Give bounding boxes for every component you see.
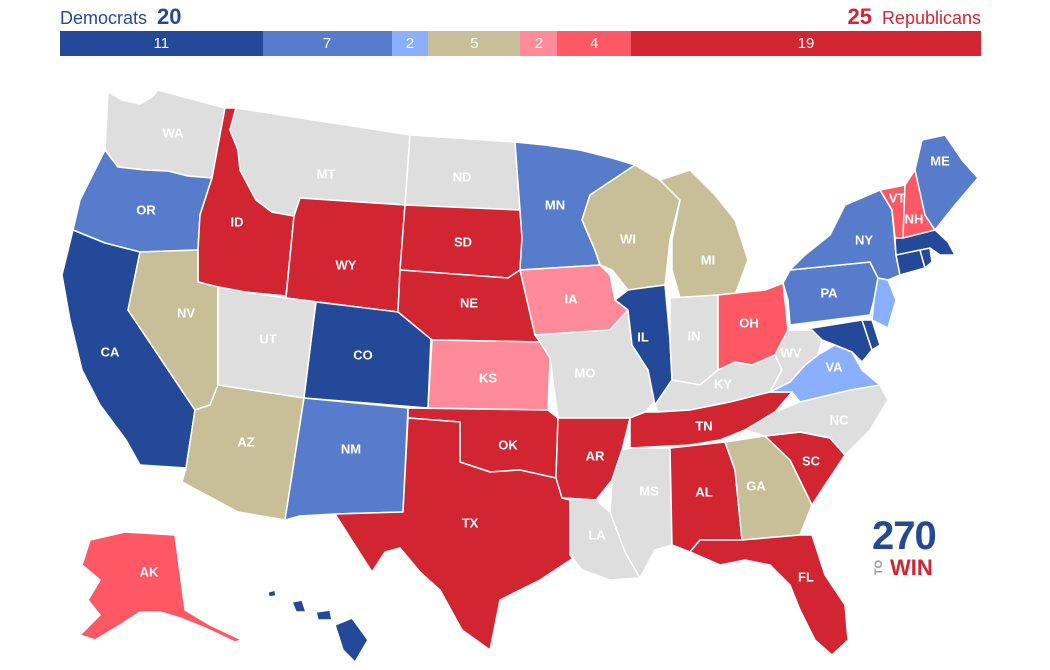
state-label-ak: AK [140, 564, 159, 579]
state-label-ut: UT [259, 331, 276, 346]
state-co[interactable] [303, 301, 433, 409]
state-label-ny: NY [855, 232, 873, 247]
state-wy[interactable] [285, 197, 406, 313]
bar-segment-tossup: 5 [428, 31, 521, 56]
state-label-nh: NH [905, 211, 924, 226]
state-label-pa: PA [820, 285, 838, 300]
democrats-total: Democrats 20 [60, 4, 182, 30]
state-label-oh: OH [739, 315, 759, 330]
header: Democrats 20 25 Republicans [60, 4, 981, 30]
state-fl[interactable] [689, 534, 849, 656]
state-la[interactable] [561, 497, 641, 581]
us-map[interactable]: WA OR CA ID NV MT WY UT AZ CO NM ND SD NE KS OK TX MN IA MO… [0, 60, 1050, 670]
state-label-il: IL [637, 329, 649, 344]
state-label-sc: SC [802, 453, 821, 468]
democrats-label: Democrats [60, 8, 148, 28]
state-label-wa: WA [163, 125, 185, 140]
logo-to: TO [873, 560, 885, 576]
hawaii-island-maui [315, 609, 333, 621]
state-mo[interactable] [534, 309, 659, 419]
state-vt[interactable] [879, 184, 906, 239]
hawaii-island-kauai [267, 589, 277, 598]
state-label-wy: WY [336, 257, 357, 272]
270towin-logo: 270 TO WIN [872, 516, 944, 584]
state-label-ms: MS [639, 483, 659, 498]
state-label-id: ID [231, 214, 244, 229]
state-label-in: IN [688, 328, 701, 343]
state-label-la: LA [588, 527, 606, 542]
democrats-count: 20 [157, 4, 182, 29]
state-wv[interactable] [769, 329, 823, 393]
state-label-nv: NV [177, 305, 195, 320]
republicans-total: 25 Republicans [847, 4, 981, 30]
state-tx[interactable] [334, 417, 579, 651]
bar-segment-lean-dem: 2 [391, 31, 429, 56]
state-label-vt: VT [889, 190, 906, 205]
state-de[interactable] [861, 319, 881, 351]
state-ak[interactable] [79, 531, 243, 643]
state-label-nc: NC [830, 412, 849, 427]
state-label-me: ME [930, 153, 950, 168]
state-label-ar: AR [586, 448, 605, 463]
state-me[interactable] [914, 134, 979, 231]
state-label-or: OR [136, 202, 156, 217]
state-label-va: VA [825, 359, 843, 374]
state-label-ky: KY [714, 376, 732, 391]
state-label-mo: MO [575, 365, 596, 380]
state-label-nm: NM [341, 441, 361, 456]
state-nj[interactable] [871, 277, 897, 329]
state-label-ne: NE [460, 295, 478, 310]
state-label-sd: SD [454, 234, 472, 249]
state-il[interactable] [614, 284, 673, 406]
bar-segment-solid-rep: 19 [630, 31, 981, 56]
state-nm[interactable] [284, 397, 409, 521]
state-label-nd: ND [453, 169, 472, 184]
state-label-ca: CA [101, 344, 120, 359]
bar-segment-lean-rep: 2 [520, 31, 558, 56]
state-label-mt: MT [317, 166, 336, 181]
state-label-tx: TX [462, 515, 479, 530]
logo-number: 270 [872, 514, 937, 558]
state-labels: WA OR CA ID NV MT WY UT AZ CO NM ND SD NE KS OK TX MN IA MO… [101, 125, 950, 654]
state-label-wv: WV [781, 345, 802, 360]
ratings-bar: 11 7 2 5 2 4 19 [60, 31, 981, 56]
state-label-mn: MN [545, 197, 565, 212]
bar-segment-likely-dem: 7 [262, 31, 392, 56]
state-label-al: AL [695, 484, 712, 499]
state-label-ia: IA [565, 291, 579, 306]
state-label-hi: HI [315, 639, 328, 654]
state-label-wi: WI [620, 231, 636, 246]
hawaii-island-oahu [291, 599, 307, 613]
bar-segment-likely-rep: 4 [557, 31, 631, 56]
state-label-ok: OK [498, 437, 518, 452]
bar-segment-solid-dem: 11 [60, 31, 263, 56]
state-hi[interactable] [334, 617, 369, 663]
state-label-az: AZ [237, 434, 254, 449]
logo-win: WIN [890, 555, 933, 580]
state-label-fl: FL [798, 569, 814, 584]
state-label-co: CO [353, 347, 373, 362]
state-label-ks: KS [479, 370, 497, 385]
state-label-tn: TN [695, 418, 712, 433]
republicans-label: Republicans [881, 8, 981, 28]
state-mi[interactable] [659, 169, 749, 299]
state-ks[interactable] [427, 339, 551, 411]
state-label-mi: MI [701, 252, 715, 267]
state-label-ga: GA [746, 478, 766, 493]
republicans-count: 25 [847, 4, 872, 29]
